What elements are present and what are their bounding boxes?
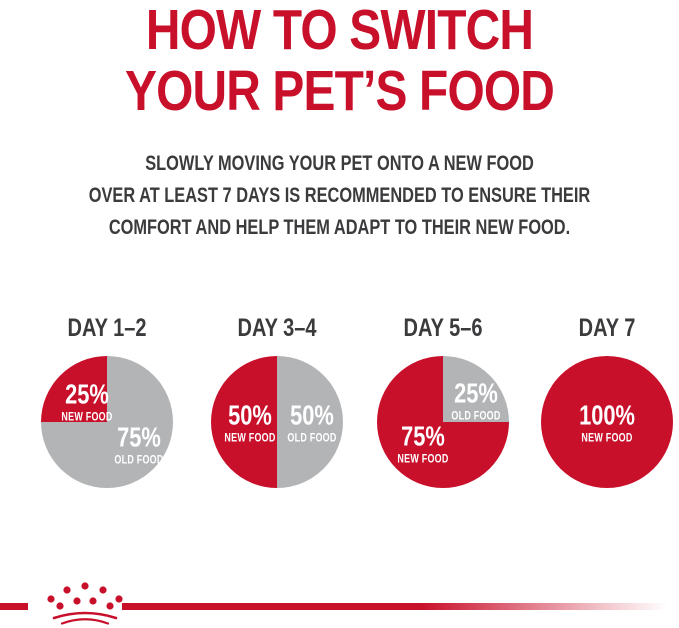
title-line-1: HOW TO SWITCH (145, 0, 534, 62)
day-column-7: DAY 7 100% NEW FOOD (527, 314, 679, 488)
slice-label-old-food: 25% OLD FOOD (451, 377, 501, 423)
royal-canin-crown-icon (47, 582, 123, 625)
slice-food-type: NEW FOOD (224, 432, 276, 445)
subtitle-line-2: OVER AT LEAST 7 DAYS IS RECOMMENDED TO E… (88, 184, 591, 207)
slice-label-new-food: 50% NEW FOOD (224, 399, 276, 445)
slice-food-type: OLD FOOD (451, 410, 501, 423)
title-line-2: YOUR PET’S FOOD (124, 59, 555, 123)
day-column-1-2: DAY 1–2 25% NEW FOOD 75% OLD FOOD (27, 314, 187, 488)
subtitle: SLOWLY MOVING YOUR PET ONTO A NEW FOOD O… (0, 148, 679, 244)
day-label-5-6: DAY 5–6 (403, 314, 483, 342)
slice-percent: 75% (117, 421, 161, 453)
slice-label-new-food: 75% NEW FOOD (397, 420, 449, 466)
slice-percent: 25% (454, 377, 498, 409)
pie-chart-day-7: 100% NEW FOOD (541, 356, 673, 488)
slice-food-type: NEW FOOD (581, 432, 633, 445)
slice-label-old-food: 50% OLD FOOD (287, 399, 337, 445)
day-column-3-4: DAY 3–4 50% NEW FOOD 50% OLD FOOD (197, 314, 357, 488)
footer-rule-left (0, 603, 28, 610)
slice-percent: 100% (579, 399, 635, 431)
slice-label-new-food: 100% NEW FOOD (579, 399, 635, 445)
footer-rule-right (122, 603, 667, 610)
day-column-5-6: DAY 5–6 25% OLD FOOD 75% NEW FOOD (363, 314, 523, 488)
slice-food-type: NEW FOOD (397, 453, 449, 466)
pie-chart-day-3-4: 50% NEW FOOD 50% OLD FOOD (211, 356, 343, 488)
page-title: HOW TO SWITCH YOUR PET’S FOOD (0, 0, 679, 122)
pie-chart-day-1-2: 25% NEW FOOD 75% OLD FOOD (41, 356, 173, 488)
pie-chart-day-5-6: 25% OLD FOOD 75% NEW FOOD (377, 356, 509, 488)
day-label-3-4: DAY 3–4 (237, 314, 317, 342)
slice-food-type: OLD FOOD (114, 454, 164, 467)
slice-percent: 50% (228, 399, 272, 431)
slice-label-new-food: 25% NEW FOOD (61, 378, 113, 424)
slice-percent: 75% (401, 420, 445, 452)
day-label-7: DAY 7 (578, 314, 636, 342)
slice-food-type: NEW FOOD (61, 411, 113, 424)
slice-label-old-food: 75% OLD FOOD (114, 421, 164, 467)
subtitle-line-1: SLOWLY MOVING YOUR PET ONTO A NEW FOOD (145, 152, 534, 175)
day-label-1-2: DAY 1–2 (67, 314, 147, 342)
subtitle-line-3: COMFORT AND HELP THEM ADAPT TO THEIR NEW… (108, 216, 571, 239)
slice-percent: 50% (290, 399, 334, 431)
slice-percent: 25% (65, 378, 109, 410)
slice-food-type: OLD FOOD (287, 432, 337, 445)
